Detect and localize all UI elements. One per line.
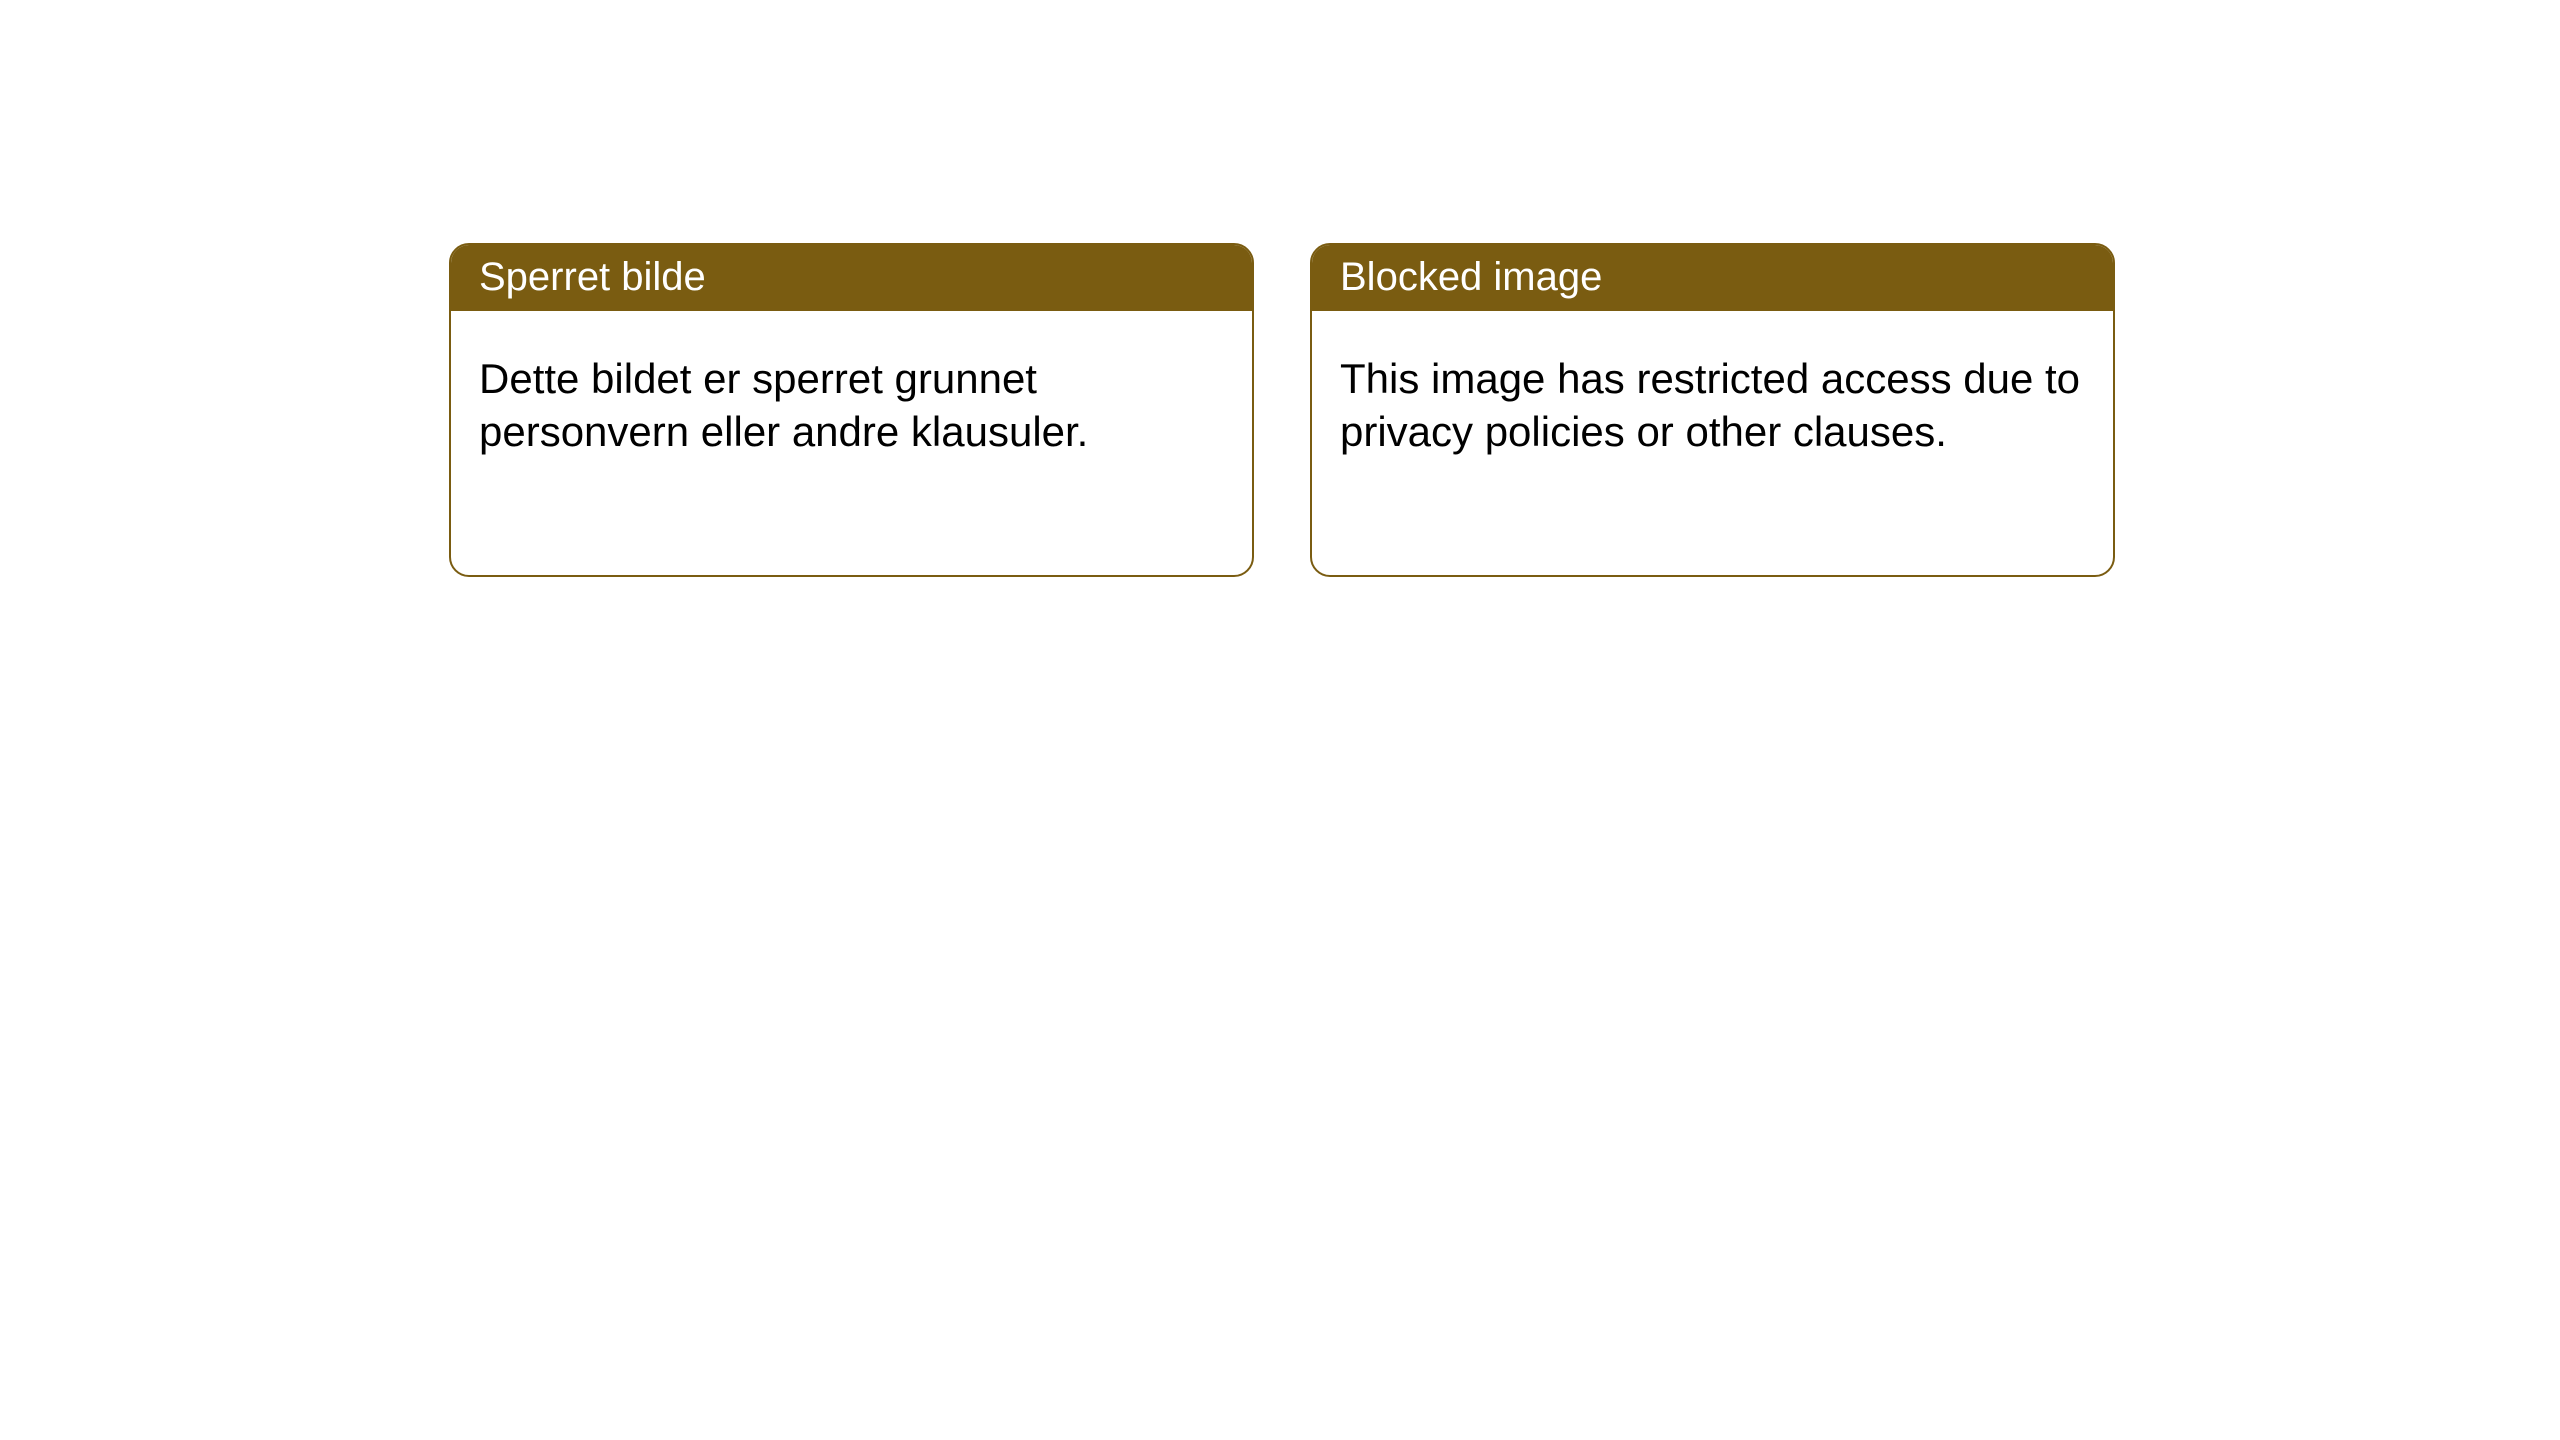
notice-container: Sperret bilde Dette bildet er sperret gr…: [0, 0, 2560, 577]
notice-card-norwegian: Sperret bilde Dette bildet er sperret gr…: [449, 243, 1254, 577]
notice-body-english: This image has restricted access due to …: [1312, 311, 2113, 486]
notice-card-english: Blocked image This image has restricted …: [1310, 243, 2115, 577]
notice-header-english: Blocked image: [1312, 245, 2113, 311]
notice-body-norwegian: Dette bildet er sperret grunnet personve…: [451, 311, 1252, 486]
notice-header-norwegian: Sperret bilde: [451, 245, 1252, 311]
